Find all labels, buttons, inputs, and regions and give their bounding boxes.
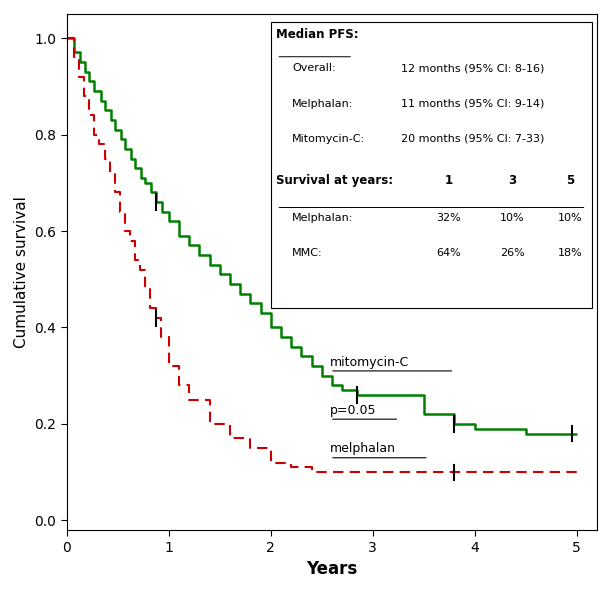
FancyBboxPatch shape [271,22,592,308]
Text: 10%: 10% [500,213,525,223]
Text: 10%: 10% [558,213,583,223]
Text: Overall:: Overall: [292,63,336,73]
Text: melphalan: melphalan [330,442,396,455]
Text: 26%: 26% [500,247,525,258]
Text: 1: 1 [445,174,453,187]
Text: MMC:: MMC: [292,247,323,258]
X-axis label: Years: Years [306,560,357,578]
Y-axis label: Cumulative survival: Cumulative survival [14,196,29,348]
Text: 5: 5 [566,174,575,187]
Text: Melphalan:: Melphalan: [292,98,354,108]
Text: 20 months (95% CI: 7-33): 20 months (95% CI: 7-33) [401,134,544,144]
Text: 12 months (95% CI: 8-16): 12 months (95% CI: 8-16) [401,63,544,73]
Text: Median PFS:: Median PFS: [276,28,359,41]
Text: 64%: 64% [436,247,461,258]
Text: Mitomycin-C:: Mitomycin-C: [292,134,365,144]
Text: p=0.05: p=0.05 [330,404,376,417]
Text: 18%: 18% [558,247,583,258]
Text: Survival at years:: Survival at years: [276,174,393,187]
Text: 11 months (95% CI: 9-14): 11 months (95% CI: 9-14) [401,98,544,108]
Text: Melphalan:: Melphalan: [292,213,354,223]
Text: mitomycin-C: mitomycin-C [330,356,409,368]
Text: 32%: 32% [436,213,461,223]
Text: 3: 3 [508,174,516,187]
